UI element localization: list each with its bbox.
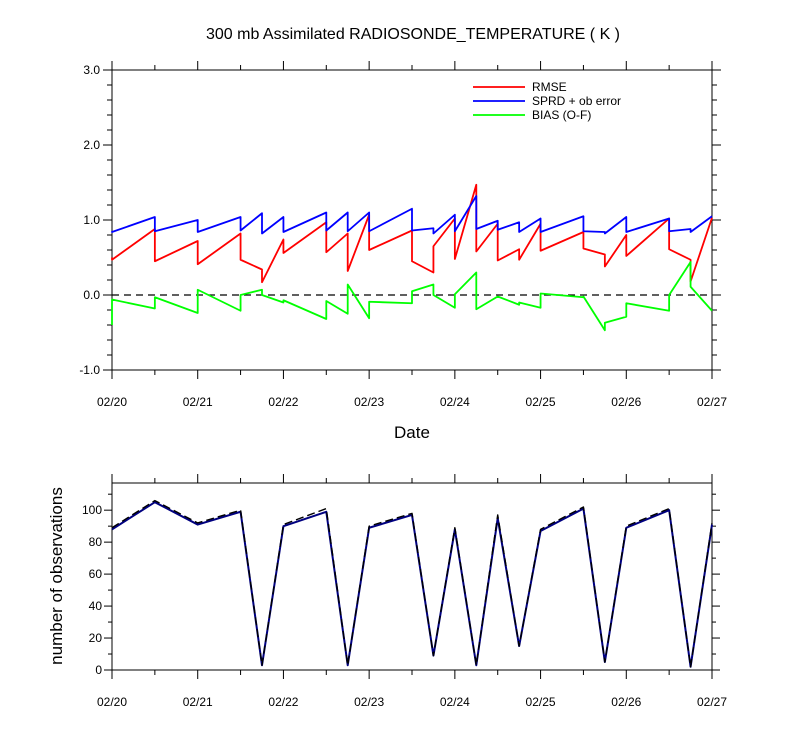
x-tick-label: 02/24: [440, 395, 470, 409]
y-tick-label: 80: [89, 535, 103, 549]
x-axis-title: Date: [394, 423, 430, 442]
x-tick-label: 02/22: [268, 695, 298, 709]
top-x-tick-labels: 02/20 02/21 02/22 02/23 02/24 02/25 02/26 02/27: [97, 395, 727, 409]
x-tick-label: 02/25: [526, 695, 556, 709]
x-tick-label: 02/26: [611, 395, 641, 409]
bottom-x-tick-labels: 02/20 02/21 02/22 02/23 02/24 02/25 02/26 02/27: [97, 695, 727, 709]
series-line-sprd-ob-error: [111, 195, 713, 235]
legend-label: SPRD + ob error: [532, 94, 621, 108]
bottom-plot-frame: [111, 482, 713, 671]
y-tick-label: 0.0: [83, 288, 100, 302]
top-y-tick-labels: -1.0 0.0 1.0 2.0 3.0: [79, 63, 100, 377]
top-axis-ticks: [103, 61, 721, 379]
x-tick-label: 02/21: [183, 395, 213, 409]
legend-label: BIAS (O-F): [532, 108, 591, 122]
x-tick-label: 02/27: [697, 695, 727, 709]
x-tick-label: 02/23: [354, 695, 384, 709]
y-tick-label: 1.0: [83, 213, 100, 227]
x-tick-label: 02/24: [440, 695, 470, 709]
x-tick-label: 02/25: [526, 395, 556, 409]
y-tick-label: 20: [89, 631, 103, 645]
y-axis-title: number of observations: [47, 487, 66, 665]
x-tick-label: 02/22: [268, 395, 298, 409]
series-line-assimilated: [111, 501, 713, 668]
y-tick-label: 100: [82, 503, 102, 517]
x-tick-label: 02/26: [611, 695, 641, 709]
x-tick-label: 02/27: [697, 395, 727, 409]
series-line-bias-o-f: [111, 261, 713, 332]
series-line-rmse: [111, 183, 713, 284]
chart-title: 300 mb Assimilated RADIOSONDE_TEMPERATUR…: [206, 26, 620, 43]
legend-label: RMSE: [532, 80, 567, 94]
top-chart: 300 mb Assimilated RADIOSONDE_TEMPERATUR…: [79, 26, 727, 442]
series-line-possible: [111, 499, 713, 668]
y-tick-label: 3.0: [83, 63, 100, 77]
y-tick-label: 40: [89, 599, 103, 613]
top-series-group: [111, 183, 713, 332]
y-tick-label: 60: [89, 567, 103, 581]
bottom-chart: 02/20 02/21 02/22 02/23 02/24 02/25 02/26 02/27…: [47, 474, 727, 709]
bottom-y-tick-labels: 0 20 40 60 80 100: [82, 503, 102, 677]
y-tick-label: 2.0: [83, 138, 100, 152]
bottom-series-group: [111, 499, 713, 668]
x-tick-label: 02/20: [97, 395, 127, 409]
x-tick-label: 02/23: [354, 395, 384, 409]
x-tick-label: 02/21: [183, 695, 213, 709]
bottom-axis-ticks: [104, 474, 720, 679]
y-tick-label: -1.0: [79, 363, 100, 377]
y-tick-label: 0: [95, 663, 102, 677]
x-tick-label: 02/20: [97, 695, 127, 709]
